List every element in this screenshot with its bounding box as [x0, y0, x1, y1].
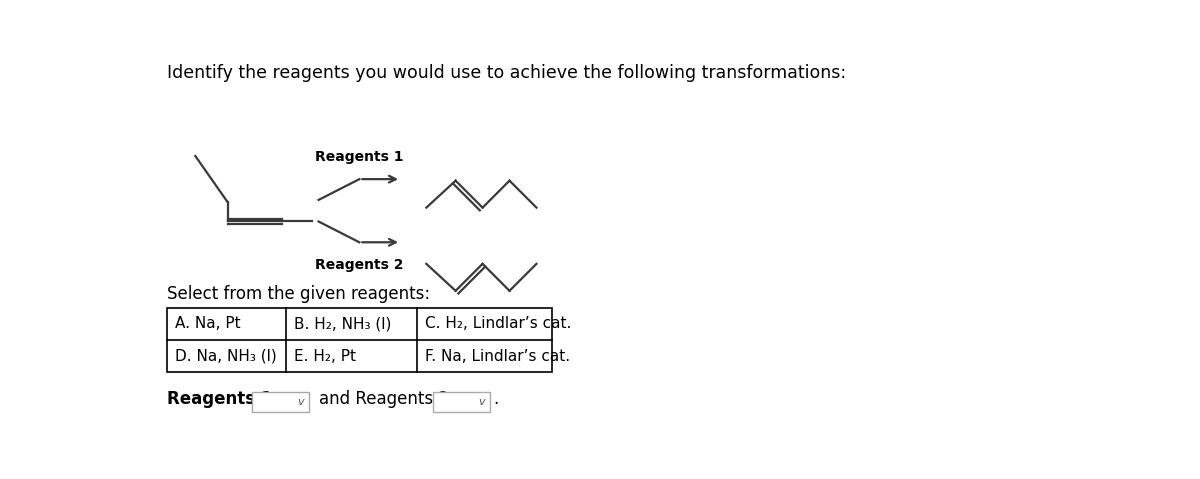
Text: D. Na, NH₃ (l): D. Na, NH₃ (l): [174, 349, 276, 364]
Text: Reagents 1: Reagents 1: [167, 390, 272, 409]
Text: Identify the reagents you would use to achieve the following transformations:: Identify the reagents you would use to a…: [167, 64, 846, 81]
Text: A. Na, Pt: A. Na, Pt: [174, 317, 240, 331]
Text: F. Na, Lindlar’s cat.: F. Na, Lindlar’s cat.: [425, 349, 570, 364]
Text: E. H₂, Pt: E. H₂, Pt: [294, 349, 356, 364]
Bar: [252, 392, 310, 411]
Text: C. H₂, Lindlar’s cat.: C. H₂, Lindlar’s cat.: [425, 317, 571, 331]
Text: and Reagents 2: and Reagents 2: [318, 390, 449, 409]
Text: v: v: [478, 397, 485, 407]
Text: v: v: [296, 397, 304, 407]
Text: Reagents 1: Reagents 1: [316, 150, 404, 164]
Text: B. H₂, NH₃ (l): B. H₂, NH₃ (l): [294, 317, 391, 331]
Text: Reagents 2: Reagents 2: [316, 258, 404, 272]
Text: .: .: [493, 390, 498, 409]
Bar: [167, 308, 552, 372]
Text: Select from the given reagents:: Select from the given reagents:: [167, 285, 430, 303]
Bar: [432, 392, 491, 411]
